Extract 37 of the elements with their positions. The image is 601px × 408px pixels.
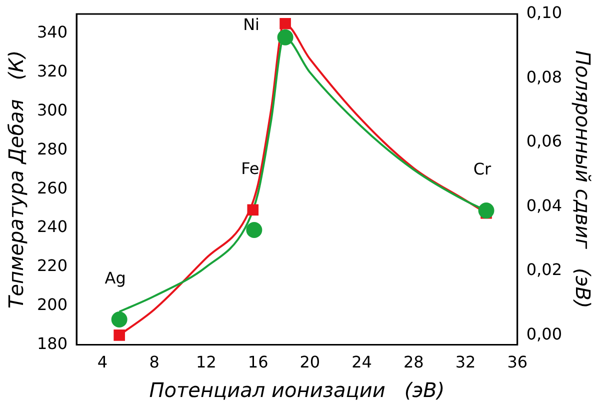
x-tick-label: 4 [97, 352, 108, 372]
annotation: Ag [104, 268, 126, 288]
x-tick-label: 20 [300, 352, 320, 372]
point [247, 204, 259, 216]
y-tick-label: 340 [36, 22, 68, 42]
point [277, 29, 294, 46]
x-tick-label: 36 [507, 352, 528, 372]
x-tick-label: 24 [352, 352, 372, 372]
annotation: Ni [243, 14, 260, 34]
y-tick-label: 280 [36, 139, 68, 158]
y2-tick-label: 0,06 [526, 132, 562, 151]
point [114, 330, 125, 341]
y-tick-label: 180 [36, 334, 68, 353]
x-axis-title: Потенциал ионизации (эВ) [149, 378, 445, 402]
x-tick-label: 8 [149, 352, 160, 372]
y-tick-label: 300 [36, 100, 68, 120]
y-tick-label: 220 [36, 256, 68, 276]
y2-tick-label: 0,00 [526, 324, 562, 344]
annotation: Fe [241, 159, 260, 178]
x-tick-label: 16 [248, 352, 268, 372]
y-tick-label: 240 [36, 217, 68, 236]
point [280, 18, 291, 30]
y2-tick-label: 0,08 [526, 67, 562, 86]
x-tick-label: 28 [403, 352, 424, 372]
point [111, 312, 128, 328]
y2-tick-label: 0,02 [526, 260, 562, 280]
x-tick-label: 32 [455, 352, 476, 372]
x-tick-label: 12 [196, 352, 216, 372]
y-tick-label: 200 [36, 295, 68, 314]
point [246, 222, 262, 238]
y-tick-label: 260 [36, 178, 68, 198]
y2-axis-title: Поляронный сдвиг (эВ) [570, 50, 595, 308]
annotation: Cr [473, 160, 492, 179]
y2-tick-label: 0,04 [526, 196, 562, 215]
y2-tick-label: 0,10 [526, 3, 562, 22]
y-axis-title: Тепмература Дебая (К) [4, 50, 28, 308]
y-tick-label: 320 [36, 62, 68, 81]
